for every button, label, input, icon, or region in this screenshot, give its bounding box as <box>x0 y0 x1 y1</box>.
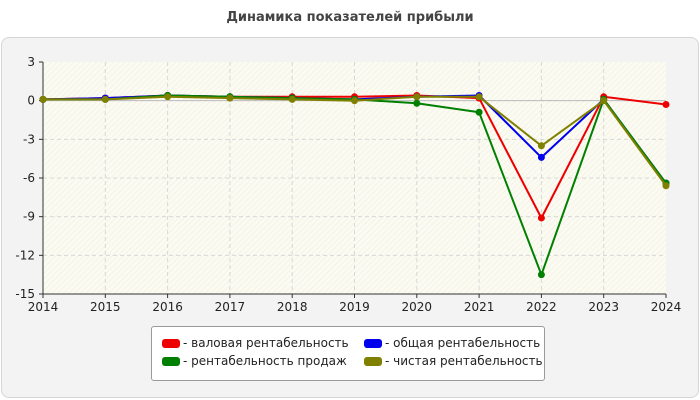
legend-label: - рентабельность продаж <box>183 354 347 368</box>
data-point-gross-margin <box>662 101 670 109</box>
x-tick-label: 2021 <box>464 300 495 314</box>
data-point-net-margin <box>288 95 296 103</box>
data-point-net-margin <box>226 94 234 102</box>
x-tick-label: 2022 <box>526 300 557 314</box>
legend-item-total-margin: - общая рентабельность <box>364 335 540 351</box>
legend-swatch <box>162 356 180 366</box>
data-point-net-margin <box>101 95 109 103</box>
y-tick-label: 0 <box>27 94 35 108</box>
legend-swatch <box>364 338 382 348</box>
data-point-net-margin <box>39 95 47 103</box>
chart-title: Динамика показателей прибыли <box>226 10 474 25</box>
legend-label: - чистая рентабельность <box>385 354 543 368</box>
y-tick-label: -12 <box>15 248 35 262</box>
x-tick-label: 2014 <box>28 300 59 314</box>
x-tick-label: 2018 <box>277 300 308 314</box>
data-point-sales-margin <box>413 99 421 107</box>
legend-item-sales-margin: - рентабельность продаж <box>162 353 347 369</box>
data-point-total-margin <box>537 153 545 161</box>
data-point-sales-margin <box>537 271 545 279</box>
x-tick-label: 2015 <box>90 300 121 314</box>
data-point-net-margin <box>662 182 670 190</box>
data-point-gross-margin <box>537 214 545 222</box>
y-tick-label: 3 <box>27 55 35 69</box>
legend-item-net-margin: - чистая рентабельность <box>364 353 543 369</box>
legend-label: - общая рентабельность <box>385 336 541 350</box>
y-tick-label: -6 <box>23 171 35 185</box>
data-point-net-margin <box>537 142 545 150</box>
data-point-net-margin <box>413 93 421 101</box>
data-point-sales-margin <box>475 108 483 116</box>
series-layer <box>39 92 670 279</box>
legend-label: - валовая рентабельность <box>183 336 349 350</box>
data-point-net-margin <box>164 93 172 101</box>
x-tick-label: 2017 <box>215 300 246 314</box>
data-point-net-margin <box>351 97 358 105</box>
legend-swatch <box>364 356 382 366</box>
x-tick-label: 2024 <box>651 300 682 314</box>
data-point-net-margin <box>600 97 608 105</box>
x-tick-label: 2020 <box>402 300 433 314</box>
y-tick-label: -3 <box>23 132 35 146</box>
x-tick-label: 2016 <box>152 300 183 314</box>
chart-legend: - валовая рентабельность - общая рентабе… <box>151 326 545 381</box>
y-tick-label: -9 <box>23 210 35 224</box>
legend-swatch <box>162 338 180 348</box>
data-point-net-margin <box>475 93 483 101</box>
y-tick-label: -15 <box>15 287 35 301</box>
x-tick-label: 2019 <box>339 300 370 314</box>
x-tick-label: 2023 <box>588 300 619 314</box>
legend-item-gross-margin: - валовая рентабельность <box>162 335 349 351</box>
